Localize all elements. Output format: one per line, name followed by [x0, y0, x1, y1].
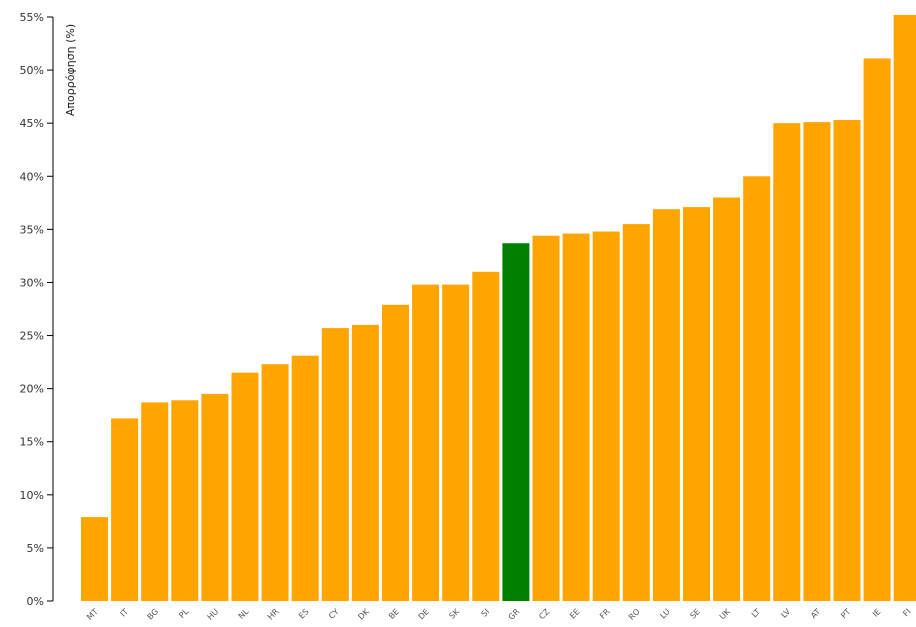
bar-sk [442, 284, 470, 601]
y-tick-label: 25% [20, 330, 44, 343]
bar-es [291, 355, 319, 601]
y-tick-label: 15% [20, 436, 44, 449]
bar-fi [893, 14, 916, 601]
y-tick-label: 0% [27, 595, 44, 608]
x-tick-label: BE [387, 607, 401, 621]
bar-gr [502, 243, 530, 601]
y-tick-label: 45% [20, 117, 44, 130]
x-tick-label: FI [901, 607, 912, 618]
bar-ee [562, 233, 590, 601]
y-tick-label: 20% [20, 383, 44, 396]
y-axis-title: Απορρόφηση (%) [64, 24, 77, 116]
x-tick-label: SK [447, 607, 461, 621]
x-tick-label: IT [119, 607, 131, 619]
x-axis-labels: MT IT BG PL HU NL HR ES CY DK BE DE SK SI GR CZ EE FR RO LU… [85, 607, 912, 622]
bar-lv [773, 123, 801, 601]
bar-ro [622, 224, 650, 601]
bar-se [683, 207, 710, 601]
x-tick-label: MT [85, 607, 100, 622]
bar-at [803, 122, 831, 601]
x-tick-label: BG [146, 607, 161, 622]
x-tick-label: HU [206, 607, 221, 622]
x-tick-label: UK [718, 607, 733, 622]
bar-bg [141, 402, 169, 601]
y-tick-label: 35% [20, 223, 44, 236]
bar-uk [713, 197, 741, 601]
x-tick-label: PT [839, 607, 852, 620]
x-tick-label: CZ [537, 607, 552, 622]
x-tick-label: RO [627, 607, 642, 622]
x-tick-label: HR [266, 607, 281, 622]
bar-de [412, 284, 440, 601]
x-tick-label: IE [871, 607, 883, 619]
x-tick-label: CY [327, 607, 341, 621]
bar-mt [81, 517, 108, 601]
bar-pl [171, 400, 199, 601]
x-tick-label: EE [568, 607, 582, 621]
x-tick-label: PL [177, 607, 190, 620]
y-axis: 0% 5% 10% 15% 20% 25% 30% 35% 40% 45% 50% 55% [20, 11, 54, 608]
x-tick-label: ES [297, 607, 311, 621]
bar-fr [592, 231, 620, 601]
y-tick-label: 50% [20, 64, 44, 77]
x-tick-label: AT [809, 607, 822, 620]
y-tick-label: 10% [20, 489, 44, 502]
x-tick-label: LT [750, 607, 762, 619]
bar-hu [201, 393, 229, 601]
bars-group [81, 14, 916, 602]
y-tick-label: 40% [20, 170, 44, 183]
x-tick-label: FR [598, 607, 612, 621]
bar-nl [231, 372, 259, 601]
bar-dk [351, 324, 379, 601]
bar-be [382, 304, 409, 601]
bar-cy [321, 328, 349, 601]
y-tick-label: 5% [27, 542, 44, 555]
bar-si [472, 271, 500, 601]
bar-cz [532, 235, 560, 601]
x-tick-label: LU [658, 607, 671, 620]
y-tick-label: 55% [20, 11, 44, 24]
bar-lt [743, 176, 771, 602]
x-tick-label: DE [417, 607, 431, 621]
bar-it [111, 418, 139, 601]
bar-pt [833, 120, 861, 601]
y-tick-label: 30% [20, 276, 44, 289]
x-tick-label: DK [356, 607, 371, 622]
x-tick-label: NL [237, 607, 251, 621]
x-tick-label: SI [480, 607, 492, 619]
bar-ie [863, 58, 891, 601]
x-tick-label: SE [688, 607, 702, 621]
x-tick-label: GR [507, 607, 522, 622]
x-tick-label: LV [779, 607, 792, 620]
bar-lu [652, 209, 680, 601]
bar-hr [261, 364, 289, 601]
